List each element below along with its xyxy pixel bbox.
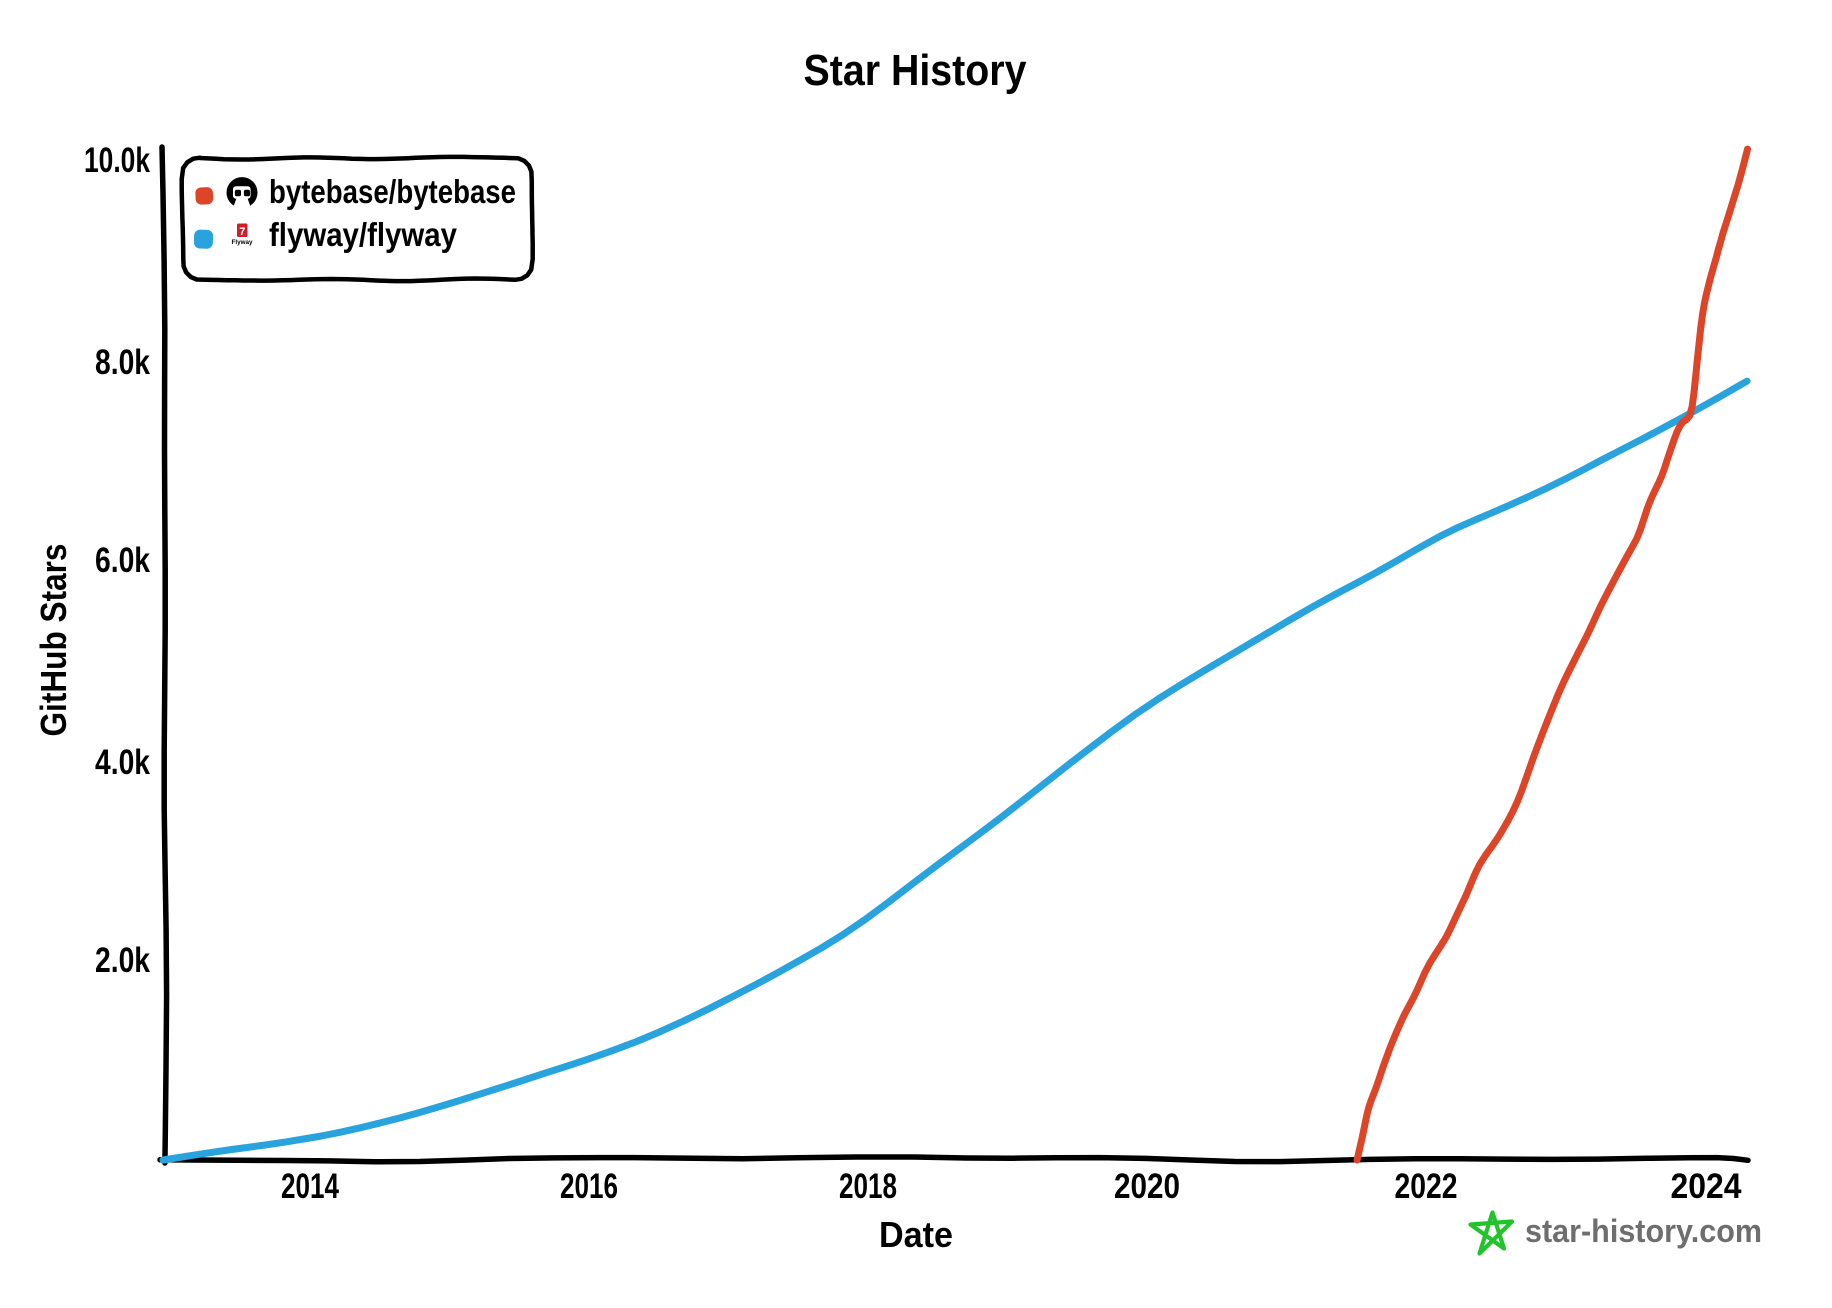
svg-text:flyway/flyway: flyway/flyway [269,216,458,253]
svg-text:6.0k: 6.0k [95,541,150,580]
svg-text:2024: 2024 [1671,1167,1742,1206]
svg-text:Date: Date [879,1214,953,1255]
svg-text:2022: 2022 [1395,1167,1458,1206]
svg-text:2020: 2020 [1114,1167,1180,1206]
svg-text:7: 7 [239,226,245,238]
svg-text:2014: 2014 [281,1167,339,1206]
svg-text:Flyway: Flyway [232,239,253,246]
svg-text:2018: 2018 [839,1167,897,1206]
svg-text:Star History: Star History [804,46,1027,95]
svg-text:GitHub Stars: GitHub Stars [33,544,74,737]
svg-text:4.0k: 4.0k [95,743,150,782]
svg-text:2.0k: 2.0k [95,941,150,980]
svg-text:8.0k: 8.0k [95,343,150,382]
svg-text:2016: 2016 [560,1167,618,1206]
svg-text:star-history.com: star-history.com [1525,1213,1762,1249]
svg-text:10.0k: 10.0k [84,141,150,180]
svg-text:bytebase/bytebase: bytebase/bytebase [269,173,516,210]
